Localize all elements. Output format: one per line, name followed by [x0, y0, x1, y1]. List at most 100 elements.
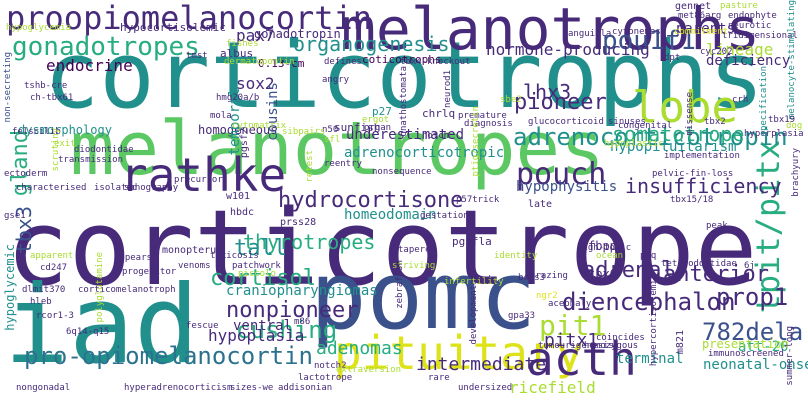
word-sunfish: sunfish: [334, 121, 381, 134]
word-toxicosis: toxicosis: [210, 251, 259, 261]
word-somatotrope: somatotrope: [612, 122, 745, 146]
word-zebrafish: zebrafish: [395, 260, 405, 309]
word-implementation: implementation: [664, 151, 740, 161]
word-organ: organ: [364, 123, 392, 133]
word-cyc202: cyc202: [700, 47, 733, 57]
word-6j: 6j: [744, 261, 755, 271]
word-insufficiency: insufficiency: [625, 174, 782, 198]
word-tetraodontidae: tetraodontidae: [661, 259, 737, 269]
word-ergot: ergot: [362, 115, 390, 125]
word-piccolo: piccolo: [238, 269, 276, 279]
word-pit1: pit1: [539, 309, 607, 342]
word-sizes-we: sizes-we: [230, 383, 274, 393]
word-tridimensional: tridimensional: [722, 31, 798, 41]
word-hypoplasia: hypoplasia: [208, 326, 305, 345]
word-specification: specification: [759, 66, 769, 137]
word-thyrotropes: thyrotropes: [243, 230, 376, 254]
word-782dela: 782dela: [702, 318, 804, 346]
word-coincides: coincides: [596, 333, 645, 343]
word-hypoglycemia: hypoglycemia: [6, 23, 72, 33]
word-tbx15-18: tbx15/18: [670, 195, 714, 205]
word-diodontidae: diodontidae: [74, 145, 134, 155]
word-tshb-cre: tshb-cre: [24, 81, 68, 91]
word-non-secreting: non-secreting: [3, 52, 13, 123]
word-prop1: prop1: [716, 283, 789, 311]
word-defines: defines: [324, 57, 362, 67]
word-att-20: att-20: [738, 339, 789, 355]
word-pro-opiomelanocortin: pro-opiomelanocortin: [24, 342, 313, 370]
word-tbx2: tbx2: [704, 117, 726, 127]
word-anterior: anterior: [663, 262, 769, 287]
word-fishes: fishes: [226, 39, 259, 49]
word-6q14-q15: 6q14-q15: [66, 327, 110, 337]
word-adrenal: adrenal: [582, 258, 675, 283]
word-p27: p27: [372, 105, 392, 118]
word-ricefield: ricefield: [509, 378, 596, 397]
word-grazing: grazing: [530, 271, 568, 281]
word-cousins: cousins: [265, 82, 281, 142]
word-felscilib: felscilib: [12, 127, 61, 137]
word-homogeneous: homogeneous: [198, 123, 278, 137]
word-gnathostomata: gnathostomata: [399, 66, 409, 137]
word-apparent: apparent: [30, 251, 74, 261]
word-diagnosis: diagnosis: [464, 119, 513, 129]
word-peak: peak: [706, 221, 728, 231]
word-exit: exit: [54, 139, 76, 149]
word-craniopharyngiomas: craniopharyngiomas: [226, 283, 378, 299]
word-polyglutamine: polyglutamine: [95, 252, 105, 323]
word-hypoplastic: hypoplastic: [604, 139, 664, 149]
word-met86arg: met86arg: [678, 11, 722, 21]
word-hypopituitarism: hypopituitarism: [610, 139, 737, 155]
word-identity: identity: [494, 251, 538, 261]
word-ch-tbx61: ch-tbx61: [30, 93, 74, 103]
word-intermediate: intermediate: [416, 354, 547, 375]
word-adenomas: adenomas: [316, 338, 403, 359]
word-endophyte: endophyte: [728, 11, 777, 21]
word-undersized: undersized: [458, 383, 513, 393]
word-sinuses: sinuses: [608, 117, 646, 127]
word-gpa33: gpa33: [508, 311, 536, 321]
word-n50: n50: [322, 125, 339, 135]
word-glucocorticoid: glucocorticoid: [528, 117, 604, 127]
word-tall: tall: [234, 236, 287, 261]
word-hydrocortisone: hydrocortisone: [278, 188, 464, 213]
word-neurod1: neurod1: [443, 70, 453, 108]
word-bcas3: bcas3: [518, 273, 546, 283]
word-characterised: characterised: [16, 183, 87, 193]
word-homeodomain: homeodomain: [344, 207, 437, 223]
word-endocrine: endocrine: [46, 56, 133, 75]
word-cd247: cd247: [40, 263, 68, 273]
word-ectoderm: ectoderm: [4, 169, 48, 179]
word-nongonadal: nongonadal: [16, 383, 71, 393]
word-pasture: pasture: [720, 1, 758, 11]
word-monopterus: monopterus: [162, 245, 223, 256]
word-dermatopontin: dermatopontin: [224, 57, 295, 67]
word-scrutiny: scrutiny: [51, 128, 61, 172]
word-tapered: tapered: [398, 245, 436, 255]
word-p57trick: p57trick: [456, 195, 500, 205]
word-gennet: gennet: [675, 1, 712, 12]
word-fescue: fescue: [186, 321, 219, 331]
word-hleb: hleb: [30, 297, 52, 307]
word-crh: crh: [732, 95, 749, 105]
word-gse1: gse1: [4, 211, 26, 221]
word-albus: albus: [220, 47, 254, 60]
word-chrlq: chrlq: [422, 107, 456, 120]
word-hypocortisolemic: hypocortisolemic: [120, 21, 226, 34]
word-brachyury: brachyury: [791, 148, 801, 197]
word-lineage: lineage: [706, 40, 774, 59]
word-pitx1: pitx1: [544, 330, 599, 351]
word-pouch: pouch: [516, 157, 607, 192]
word-acth: acth: [526, 332, 637, 386]
word-venoms: venoms: [178, 261, 211, 271]
word-cytonemes: cytonemes: [612, 27, 661, 37]
word-sonography: sonography: [124, 183, 179, 193]
word-sfl: sfl: [324, 135, 341, 145]
word-pax7: pax7: [236, 26, 275, 45]
word-peq: peq: [640, 251, 657, 261]
word-isolated: isolated: [94, 183, 138, 193]
word-late: late: [528, 199, 553, 210]
word-presentation: presentation: [702, 337, 789, 351]
word-hmg20a-b: hmg20a/b: [216, 93, 260, 103]
